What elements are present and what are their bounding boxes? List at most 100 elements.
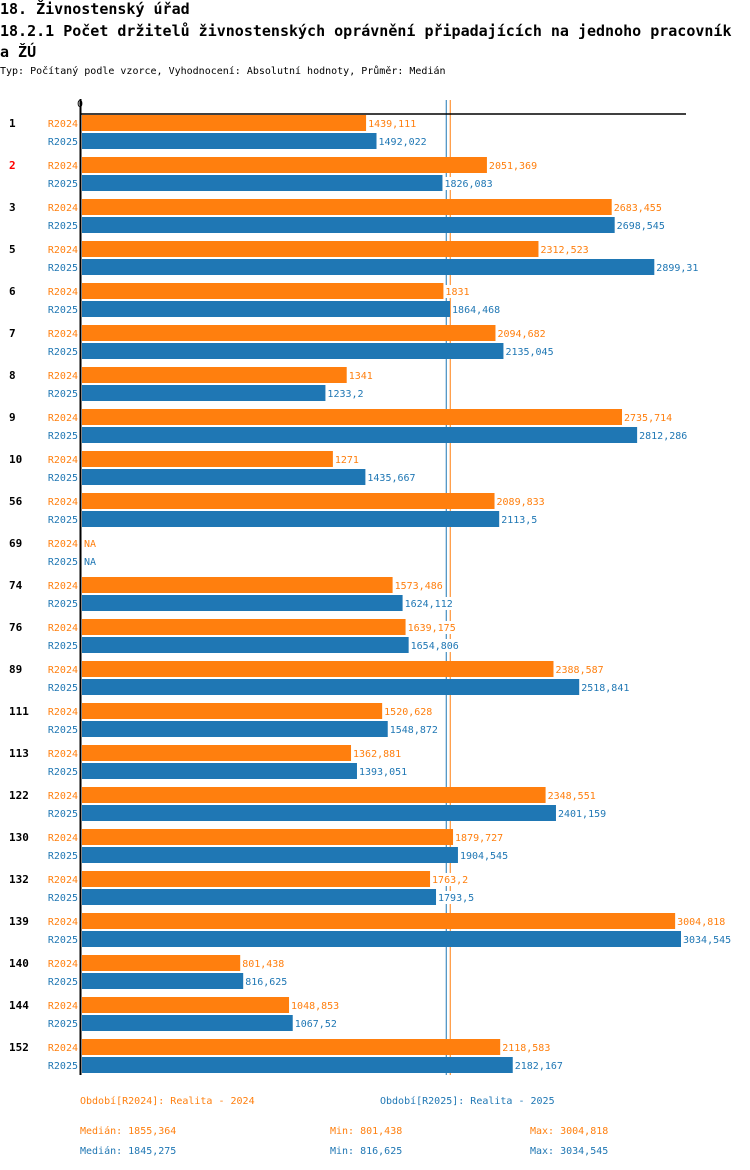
value-label: 2094,682 (497, 329, 545, 340)
series-label: R2025 (48, 431, 78, 442)
series-label: R2025 (48, 389, 78, 400)
legend-r2025: Období[R2025]: Realita - 2025 (380, 1096, 555, 1107)
category-label: 140 (9, 957, 29, 970)
series-label: R2024 (48, 539, 78, 550)
value-label-bg (501, 1041, 552, 1054)
bar-r2025 (82, 259, 655, 275)
value-label: 1520,628 (384, 707, 432, 718)
bar-r2025 (82, 1015, 293, 1031)
value-label-bg (513, 1059, 565, 1072)
bar-r2025 (82, 637, 409, 653)
median-r2024: Medián: 1855,364 (80, 1126, 177, 1137)
section-title: 18. Živnostenský úřad (0, 0, 190, 18)
series-label: R2024 (48, 749, 78, 760)
bar-r2024 (82, 913, 676, 929)
series-label: R2025 (48, 1061, 78, 1072)
category-label: 2 (9, 159, 16, 172)
series-label: R2024 (48, 161, 78, 172)
value-label-bg (539, 243, 591, 256)
category-label: 89 (9, 663, 22, 676)
value-label: 2051,369 (489, 161, 537, 172)
series-label: R2025 (48, 347, 78, 358)
category-label: 132 (9, 873, 29, 886)
category-label: 3 (9, 201, 16, 214)
value-label-bg (554, 663, 606, 676)
bar-r2024 (82, 997, 290, 1013)
value-label: 1233,2 (327, 389, 363, 400)
value-label-bg (409, 639, 461, 652)
value-label: 2113,5 (501, 515, 537, 526)
series-label: R2025 (48, 851, 78, 862)
category-label: 56 (9, 495, 23, 508)
category-label: 8 (9, 369, 16, 382)
value-label: 1639,175 (408, 623, 456, 634)
value-label-bg (682, 933, 733, 946)
value-label-bg (83, 537, 98, 550)
series-label: R2024 (48, 875, 78, 886)
bar-r2025 (82, 679, 580, 695)
bar-r2024 (82, 199, 612, 215)
series-label: R2024 (48, 959, 78, 970)
value-label-bg (496, 327, 548, 340)
value-label-bg (393, 579, 445, 592)
value-label-bg (655, 261, 701, 274)
value-label-bg (638, 429, 689, 442)
category-label: 74 (9, 579, 23, 592)
series-label: R2025 (48, 137, 78, 148)
series-label: R2024 (48, 329, 78, 340)
bar-r2024 (82, 871, 431, 887)
value-label-bg (487, 159, 539, 172)
value-label: NA (84, 539, 96, 550)
value-label: 2899,31 (656, 263, 698, 274)
series-label: R2025 (48, 599, 78, 610)
value-label: 1793,5 (438, 893, 474, 904)
series-label: R2024 (48, 287, 78, 298)
series-label: R2024 (48, 581, 78, 592)
bar-r2025 (82, 889, 437, 905)
series-label: R2025 (48, 473, 78, 484)
value-label: 2118,583 (502, 1043, 550, 1054)
value-label: 1624,112 (405, 599, 453, 610)
value-label-bg (458, 849, 510, 862)
value-label: 1362,881 (353, 749, 401, 760)
value-label-bg (580, 681, 632, 694)
series-label: R2025 (48, 515, 78, 526)
category-label: 7 (9, 327, 16, 340)
bar-r2025 (82, 175, 443, 191)
min-r2024: Min: 801,438 (330, 1126, 403, 1137)
series-label: R2024 (48, 623, 78, 634)
value-label-bg (388, 723, 440, 736)
series-label: R2024 (48, 1043, 78, 1054)
category-label: 10 (9, 453, 22, 466)
value-label: 1271 (335, 455, 359, 466)
value-label: 1067,52 (295, 1019, 337, 1030)
value-label-bg (495, 495, 547, 508)
bar-r2024 (82, 367, 347, 383)
bar-r2025 (82, 511, 500, 527)
bar-chart: 1 R2024 1439,111 R2025 1492,022 2 R2024 2051,36… (9, 99, 733, 1075)
value-label: 2698,545 (617, 221, 665, 232)
value-label-bg (454, 831, 505, 844)
bar-r2024 (82, 1039, 501, 1055)
series-label: R2024 (48, 203, 78, 214)
value-label-bg (612, 201, 664, 214)
series-label: R2025 (48, 221, 78, 232)
value-label: 1548,872 (390, 725, 438, 736)
bar-r2025 (82, 721, 388, 737)
value-label-bg (623, 411, 674, 424)
series-label: R2024 (48, 707, 78, 718)
series-label: R2025 (48, 305, 78, 316)
category-label: 139 (9, 915, 29, 928)
value-label-bg (615, 219, 667, 232)
value-label-bg (83, 555, 98, 568)
value-label-bg (244, 975, 289, 988)
series-label: R2025 (48, 935, 78, 946)
series-label: R2024 (48, 791, 78, 802)
series-label: R2025 (48, 179, 78, 190)
value-label: 1393,051 (359, 767, 407, 778)
value-label: 1439,111 (368, 119, 416, 130)
category-label: 6 (9, 285, 16, 298)
value-label-bg (357, 765, 409, 778)
bar-r2025 (82, 133, 377, 149)
bar-r2025 (82, 973, 244, 989)
